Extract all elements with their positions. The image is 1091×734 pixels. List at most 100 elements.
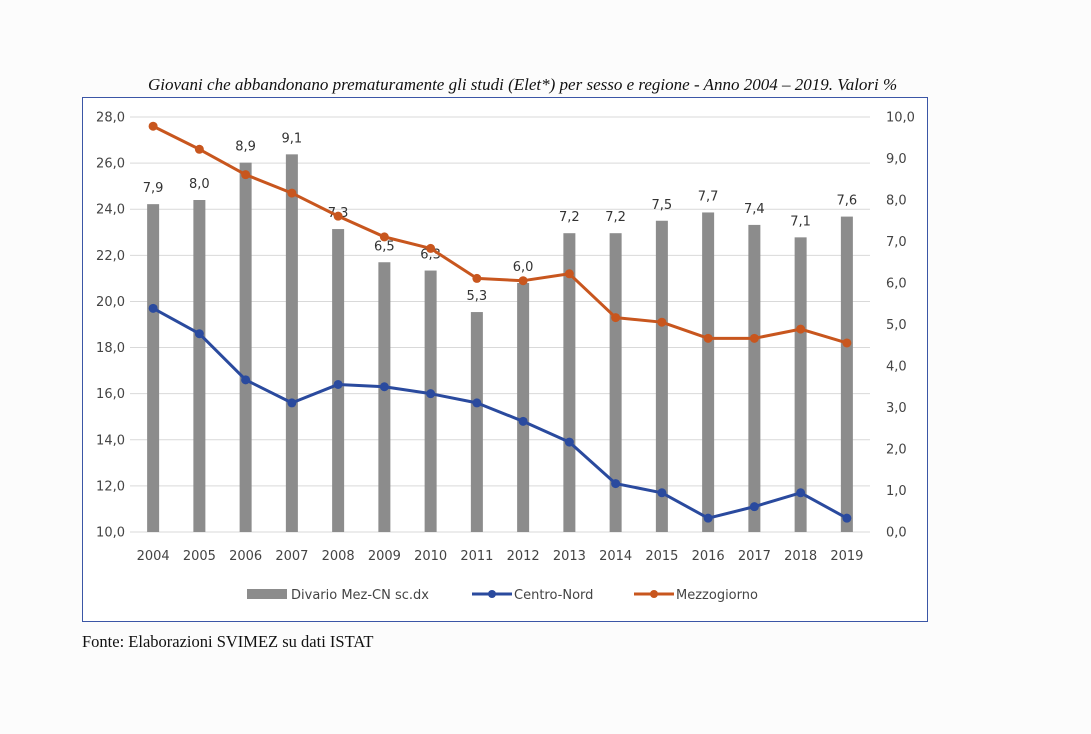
bar-data-label: 7,9 bbox=[143, 181, 164, 196]
x-tick-label: 2018 bbox=[784, 549, 817, 564]
line-point bbox=[518, 416, 528, 426]
bar-data-label: 7,2 bbox=[559, 210, 580, 225]
bar bbox=[424, 270, 437, 532]
bar-data-label: 8,0 bbox=[189, 177, 210, 192]
legend-item: Divario Mez-CN sc.dx bbox=[247, 588, 429, 603]
line-point bbox=[148, 121, 158, 131]
chart-title: Giovani che abbandonano prematuramente g… bbox=[148, 75, 898, 94]
grid-lines bbox=[130, 116, 870, 533]
line-point bbox=[287, 398, 297, 408]
bar bbox=[147, 204, 160, 532]
y-right-tick-label: 0,0 bbox=[886, 526, 907, 541]
line-point bbox=[333, 211, 343, 221]
y-left-tick-label: 14,0 bbox=[96, 433, 125, 448]
y-right-tick-label: 5,0 bbox=[886, 318, 907, 333]
x-tick-label: 2008 bbox=[322, 549, 355, 564]
line-point bbox=[703, 333, 713, 343]
legend-label: Divario Mez-CN sc.dx bbox=[291, 588, 429, 603]
legend-label: Mezzogiorno bbox=[676, 588, 758, 603]
bar-data-label: 7,5 bbox=[652, 198, 673, 213]
line-point bbox=[379, 232, 389, 242]
y-right-tick-label: 8,0 bbox=[886, 194, 907, 209]
bar-data-label: 9,1 bbox=[282, 131, 303, 146]
line-point bbox=[379, 382, 389, 392]
bar-data-label: 7,1 bbox=[790, 214, 811, 229]
legend-item: Mezzogiorno bbox=[634, 588, 758, 603]
x-tick-label: 2013 bbox=[553, 549, 586, 564]
legend-item: Centro-Nord bbox=[472, 588, 593, 603]
y-right-tick-label: 6,0 bbox=[886, 277, 907, 292]
y-left-tick-label: 20,0 bbox=[96, 295, 125, 310]
legend-label: Centro-Nord bbox=[514, 588, 593, 603]
bar bbox=[563, 233, 576, 532]
x-axis: 2004 2005 2006 2007 2008 2009 2010 2011 2012 2013… bbox=[137, 549, 864, 564]
legend-swatch bbox=[247, 589, 287, 599]
bar-data-label: 7,2 bbox=[605, 210, 626, 225]
line-point bbox=[472, 398, 482, 408]
bar bbox=[794, 237, 807, 532]
y-right-tick-label: 9,0 bbox=[886, 152, 907, 167]
x-tick-label: 2007 bbox=[275, 549, 308, 564]
source-note: Fonte: Elaborazioni SVIMEZ su dati ISTAT bbox=[82, 632, 374, 651]
x-tick-label: 2017 bbox=[738, 549, 771, 564]
bar-data-label: 6,5 bbox=[374, 239, 395, 254]
legend: Divario Mez-CN sc.dx Centro-Nord Mezzogior… bbox=[247, 588, 758, 603]
bar bbox=[655, 220, 668, 532]
y-left-tick-label: 26,0 bbox=[96, 157, 125, 172]
bar-data-label: 7,7 bbox=[698, 189, 719, 204]
y-left-tick-label: 18,0 bbox=[96, 341, 125, 356]
line-series bbox=[148, 121, 852, 523]
bar-data-label: 7,4 bbox=[744, 202, 765, 217]
line-point bbox=[842, 338, 852, 348]
line-point bbox=[426, 243, 436, 253]
bar bbox=[285, 154, 298, 532]
bar bbox=[517, 283, 530, 532]
line-point bbox=[657, 488, 667, 498]
y-left-tick-label: 24,0 bbox=[96, 203, 125, 218]
chart-frame bbox=[82, 97, 928, 622]
bar-data-label: 7,6 bbox=[837, 194, 858, 209]
line-point bbox=[241, 375, 251, 385]
line-point bbox=[333, 379, 343, 389]
bar bbox=[470, 312, 483, 532]
line-point bbox=[749, 502, 759, 512]
line-point bbox=[703, 513, 713, 523]
y-left-tick-label: 28,0 bbox=[96, 111, 125, 126]
y-left-tick-label: 12,0 bbox=[96, 479, 125, 494]
bar bbox=[702, 212, 715, 532]
x-tick-label: 2010 bbox=[414, 549, 447, 564]
line-point bbox=[796, 324, 806, 334]
y-right-tick-label: 3,0 bbox=[886, 401, 907, 416]
x-tick-label: 2005 bbox=[183, 549, 216, 564]
right-axis: 0,0 1,0 2,0 3,0 4,0 5,0 6,0 7,0 8,0 9,0 10,0 bbox=[886, 111, 915, 541]
line-point bbox=[611, 313, 621, 323]
x-tick-label: 2004 bbox=[137, 549, 170, 564]
x-tick-label: 2012 bbox=[507, 549, 540, 564]
bar bbox=[609, 233, 622, 532]
x-tick-label: 2011 bbox=[460, 549, 493, 564]
x-tick-label: 2014 bbox=[599, 549, 632, 564]
x-tick-label: 2016 bbox=[692, 549, 725, 564]
y-right-tick-label: 1,0 bbox=[886, 484, 907, 499]
line-point bbox=[564, 437, 574, 447]
line-point bbox=[426, 389, 436, 399]
y-right-tick-label: 4,0 bbox=[886, 360, 907, 375]
line-point bbox=[657, 317, 667, 327]
legend-marker bbox=[650, 590, 658, 598]
line-point bbox=[287, 188, 297, 198]
x-tick-label: 2009 bbox=[368, 549, 401, 564]
legend-marker bbox=[488, 590, 496, 598]
x-tick-label: 2006 bbox=[229, 549, 262, 564]
bar bbox=[193, 200, 206, 532]
line-point bbox=[194, 144, 204, 154]
line-point bbox=[564, 269, 574, 279]
y-left-tick-label: 16,0 bbox=[96, 387, 125, 402]
bar bbox=[748, 224, 761, 532]
line-point bbox=[148, 303, 158, 313]
line-point bbox=[241, 170, 251, 180]
line-point bbox=[796, 488, 806, 498]
x-tick-label: 2019 bbox=[830, 549, 863, 564]
series-line-centro-nord bbox=[152, 307, 848, 520]
left-axis: 10,0 12,0 14,0 16,0 18,0 20,0 22,0 24,0 26,0 28,0 bbox=[96, 111, 125, 541]
